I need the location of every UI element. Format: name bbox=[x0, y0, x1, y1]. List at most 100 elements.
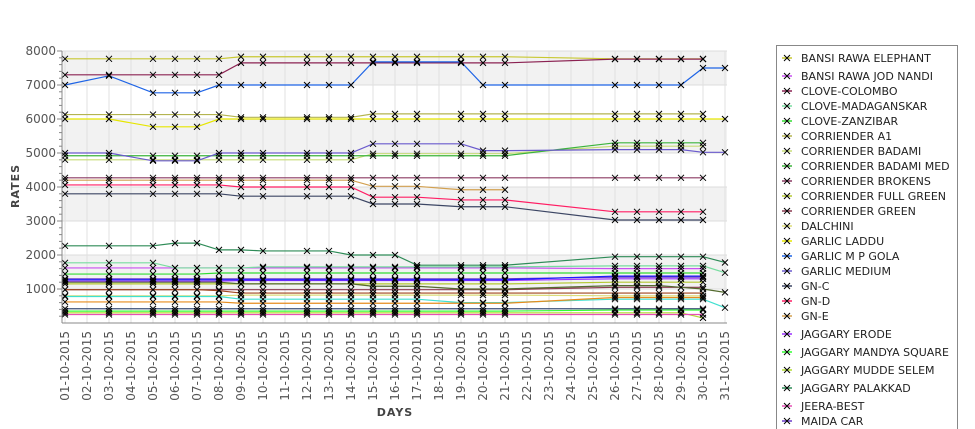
data-point-marker bbox=[149, 157, 157, 165]
data-point-marker bbox=[369, 269, 377, 277]
data-point-marker bbox=[611, 208, 619, 216]
data-point-marker bbox=[237, 275, 245, 283]
data-point-marker bbox=[369, 264, 377, 272]
legend-item: CLOVE-COLOMBO bbox=[782, 85, 898, 98]
data-point-marker bbox=[677, 283, 685, 291]
legend-marker-icon bbox=[783, 132, 791, 140]
data-point-marker bbox=[391, 152, 399, 160]
legend-item: CORRIENDER BADAMI bbox=[782, 145, 921, 158]
data-point-marker bbox=[369, 289, 377, 297]
data-point-marker bbox=[633, 55, 641, 63]
x-tick-label: 22-10-2015 bbox=[520, 331, 534, 401]
data-point-marker bbox=[457, 311, 465, 318]
data-point-marker bbox=[325, 264, 333, 272]
data-point-marker bbox=[699, 295, 707, 303]
data-point-marker bbox=[479, 196, 487, 204]
data-point-marker bbox=[655, 289, 663, 297]
data-point-marker bbox=[303, 275, 311, 283]
data-point-marker bbox=[677, 275, 685, 283]
data-point-marker bbox=[457, 110, 465, 118]
legend-marker-icon bbox=[783, 282, 791, 290]
data-point-marker bbox=[347, 113, 355, 121]
data-point-marker bbox=[501, 299, 509, 307]
data-point-marker bbox=[61, 190, 69, 198]
data-point-marker bbox=[259, 176, 267, 184]
y-tick-label: 1000 bbox=[25, 282, 56, 296]
data-point-marker bbox=[303, 311, 311, 318]
legend-marker-icon bbox=[783, 162, 791, 170]
x-tick-label: 31-10-2015 bbox=[718, 331, 732, 401]
data-point-marker bbox=[479, 59, 487, 67]
data-point-marker bbox=[237, 305, 245, 313]
legend-item: CLOVE-ZANZIBAR bbox=[782, 115, 898, 128]
data-point-marker bbox=[457, 299, 465, 307]
data-point-marker bbox=[611, 253, 619, 261]
x-tick-label: 25-10-2015 bbox=[586, 331, 600, 401]
data-point-marker bbox=[149, 298, 157, 306]
x-tick-label: 13-10-2015 bbox=[322, 331, 336, 401]
data-point-marker bbox=[391, 182, 399, 190]
data-point-marker bbox=[237, 246, 245, 254]
data-point-marker bbox=[457, 263, 465, 271]
data-point-marker bbox=[149, 71, 157, 79]
data-point-marker bbox=[457, 269, 465, 277]
data-point-marker bbox=[347, 176, 355, 184]
data-point-marker bbox=[501, 291, 509, 299]
legend-label: CLOVE-MADAGANSKAR bbox=[801, 100, 928, 113]
data-point-marker bbox=[721, 148, 729, 156]
data-point-marker bbox=[611, 174, 619, 182]
data-point-marker bbox=[413, 276, 421, 284]
data-point-marker bbox=[215, 298, 223, 306]
data-point-marker bbox=[259, 269, 267, 277]
data-point-marker bbox=[149, 55, 157, 63]
data-point-marker bbox=[237, 183, 245, 191]
legend-label: GN-E bbox=[801, 310, 829, 323]
data-point-marker bbox=[721, 115, 729, 123]
data-point-marker bbox=[237, 53, 245, 61]
data-point-marker bbox=[149, 277, 157, 285]
legend-marker-icon bbox=[783, 267, 791, 275]
data-point-marker bbox=[325, 152, 333, 160]
data-point-marker bbox=[193, 286, 201, 294]
data-point-marker bbox=[369, 59, 377, 67]
data-point-marker bbox=[413, 150, 421, 158]
data-point-marker bbox=[413, 305, 421, 313]
data-point-marker bbox=[655, 115, 663, 123]
data-point-marker bbox=[655, 253, 663, 261]
legend-label: JAGGARY MANDYA SQUARE bbox=[800, 346, 949, 359]
data-point-marker bbox=[325, 174, 333, 182]
data-point-marker bbox=[413, 263, 421, 271]
data-point-marker bbox=[149, 152, 157, 160]
data-point-marker bbox=[611, 81, 619, 89]
data-point-marker bbox=[171, 123, 179, 131]
data-point-marker bbox=[347, 251, 355, 259]
data-point-marker bbox=[105, 264, 113, 272]
legend-label: BANSI RAWA ELEPHANT bbox=[801, 52, 931, 65]
data-point-marker bbox=[391, 115, 399, 123]
data-point-marker bbox=[105, 71, 113, 79]
data-point-marker bbox=[61, 264, 69, 272]
legend-item: CLOVE-MADAGANSKAR bbox=[782, 100, 928, 113]
data-point-marker bbox=[655, 262, 663, 270]
data-point-marker bbox=[413, 311, 421, 318]
data-point-marker bbox=[655, 110, 663, 118]
data-point-marker bbox=[479, 291, 487, 299]
data-point-marker bbox=[677, 311, 685, 318]
data-point-marker bbox=[479, 110, 487, 118]
data-point-marker bbox=[105, 311, 113, 318]
data-point-marker bbox=[171, 111, 179, 118]
data-point-marker bbox=[699, 216, 707, 224]
data-point-marker bbox=[677, 146, 685, 153]
data-point-marker bbox=[457, 53, 465, 61]
data-point-marker bbox=[677, 273, 685, 281]
x-tick-label: 16-10-2015 bbox=[388, 331, 402, 401]
legend-item: JAGGARY ERODE bbox=[782, 328, 892, 341]
data-point-marker bbox=[457, 115, 465, 123]
data-point-marker bbox=[413, 289, 421, 297]
x-tick-label: 24-10-2015 bbox=[564, 331, 578, 401]
data-point-marker bbox=[303, 59, 311, 67]
data-point-marker bbox=[193, 55, 201, 63]
legend-marker-icon bbox=[783, 348, 791, 356]
legend-item: BANSI RAWA JOD NANDI bbox=[782, 70, 933, 83]
data-point-marker bbox=[655, 275, 663, 283]
